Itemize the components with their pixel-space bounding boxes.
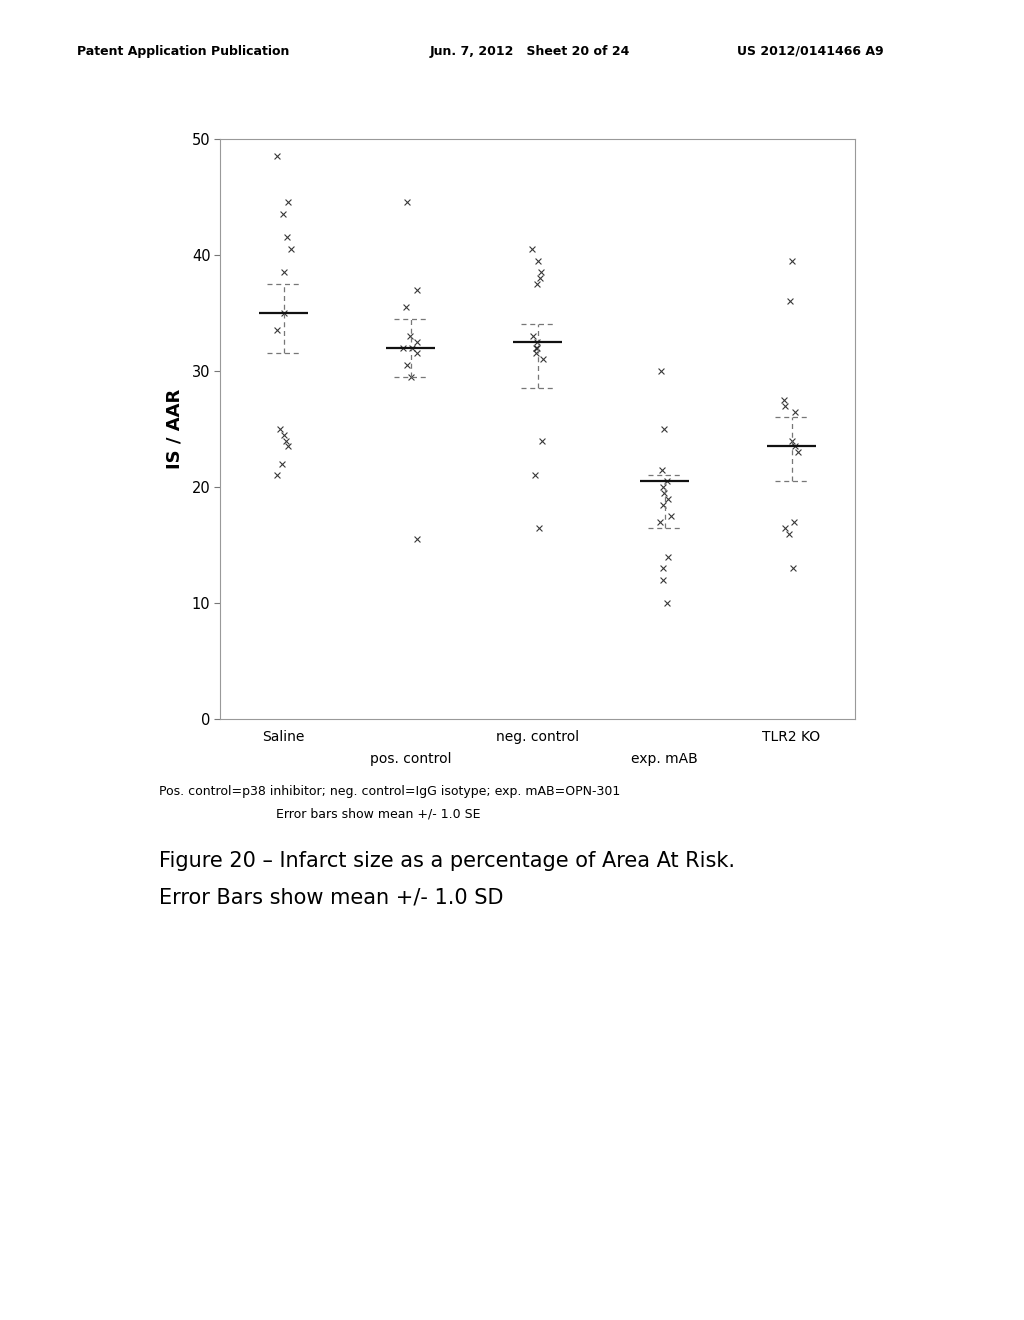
Point [526, 465, 543, 486]
Point [279, 227, 295, 248]
Point [283, 239, 299, 260]
Point [535, 348, 551, 370]
Text: pos. control: pos. control [370, 752, 452, 767]
Text: Figure 20 – Infarct size as a percentage of Area At Risk.: Figure 20 – Infarct size as a percentage… [159, 851, 735, 871]
Point [269, 319, 286, 341]
Point [658, 593, 675, 614]
Y-axis label: IS / AAR: IS / AAR [165, 389, 183, 469]
Point [409, 279, 425, 300]
Point [530, 517, 547, 539]
Text: exp. mAB: exp. mAB [631, 752, 698, 767]
Text: neg. control: neg. control [496, 730, 580, 744]
Point [655, 558, 672, 579]
Point [791, 442, 807, 463]
Point [534, 430, 550, 451]
Point [654, 459, 671, 480]
Point [782, 290, 799, 312]
Point [280, 191, 296, 213]
Point [403, 337, 420, 358]
Point [273, 453, 290, 474]
Point [529, 273, 546, 294]
Text: Patent Application Publication: Patent Application Publication [77, 45, 289, 58]
Point [660, 546, 677, 568]
Point [276, 261, 293, 282]
Point [527, 343, 544, 364]
Point [525, 326, 542, 347]
Point [281, 436, 297, 457]
Point [410, 343, 426, 364]
Point [777, 395, 794, 416]
Text: Error Bars show mean +/- 1.0 SD: Error Bars show mean +/- 1.0 SD [159, 887, 503, 907]
Point [783, 249, 800, 271]
Text: US 2012/0141466 A9: US 2012/0141466 A9 [737, 45, 884, 58]
Point [269, 465, 286, 486]
Point [532, 268, 549, 289]
Point [409, 529, 425, 550]
Point [529, 331, 546, 352]
Point [655, 494, 672, 515]
Point [655, 482, 672, 503]
Point [409, 331, 425, 352]
Point [403, 366, 420, 387]
Point [399, 191, 416, 213]
Point [776, 517, 793, 539]
Point [275, 424, 292, 445]
Point [529, 249, 546, 271]
Point [655, 418, 672, 440]
Point [272, 418, 289, 440]
Point [776, 389, 793, 411]
Point [783, 430, 800, 451]
Point [659, 488, 676, 510]
Point [786, 436, 803, 457]
Point [658, 471, 675, 492]
Point [398, 297, 415, 318]
Point [653, 360, 670, 381]
Point [655, 569, 672, 590]
Point [524, 239, 541, 260]
Text: TLR2 KO: TLR2 KO [763, 730, 820, 744]
Point [275, 302, 292, 323]
Point [784, 558, 801, 579]
Text: Jun. 7, 2012   Sheet 20 of 24: Jun. 7, 2012 Sheet 20 of 24 [430, 45, 631, 58]
Point [398, 355, 415, 376]
Point [269, 145, 286, 166]
Point [401, 326, 418, 347]
Text: Pos. control=p38 inhibitor; neg. control=IgG isotype; exp. mAB=OPN-301: Pos. control=p38 inhibitor; neg. control… [159, 785, 620, 799]
Text: Error bars show mean +/- 1.0 SE: Error bars show mean +/- 1.0 SE [276, 808, 481, 821]
Point [395, 337, 412, 358]
Point [529, 337, 546, 358]
Point [654, 477, 671, 498]
Point [780, 523, 797, 544]
Point [786, 401, 803, 422]
Point [663, 506, 679, 527]
Point [274, 203, 291, 224]
Point [651, 511, 668, 532]
Point [527, 337, 544, 358]
Point [786, 511, 803, 532]
Text: Saline: Saline [262, 730, 305, 744]
Point [279, 430, 295, 451]
Point [534, 261, 550, 282]
